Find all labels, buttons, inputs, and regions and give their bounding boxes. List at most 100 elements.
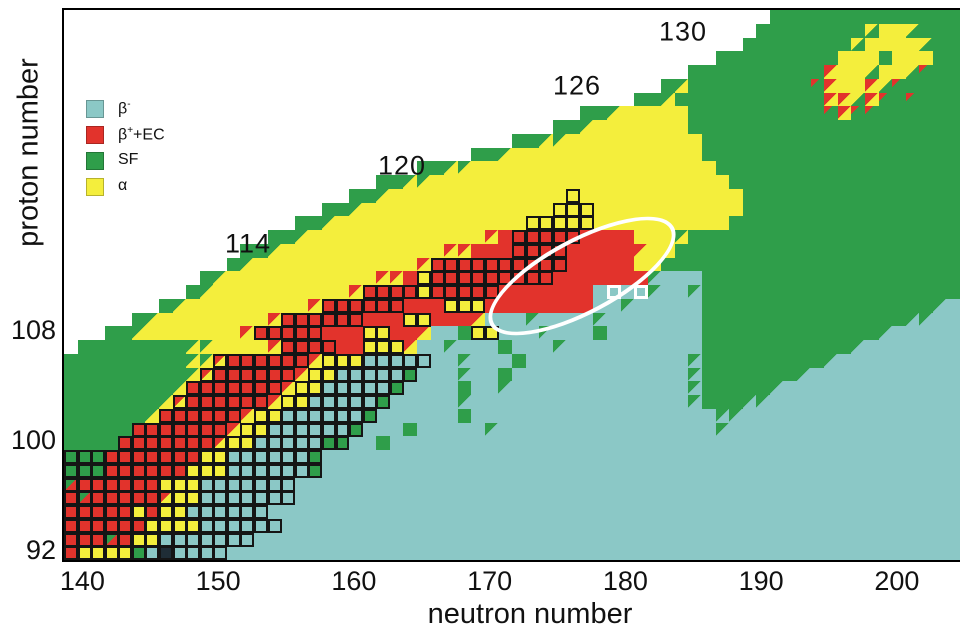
nuclide-cell — [186, 340, 201, 355]
nuclide-cell — [240, 491, 255, 506]
nuclide-cell — [199, 477, 214, 492]
nuclide-cell — [131, 422, 146, 437]
nuclide-cell-run — [403, 298, 445, 313]
legend-swatch-icon — [86, 126, 104, 144]
nuclide-cell — [186, 546, 201, 561]
nuclide-cell-run — [498, 367, 513, 382]
nuclide-cell — [471, 257, 486, 272]
nuclide-cell-run — [416, 367, 459, 382]
nuclide-cell — [430, 285, 445, 300]
nuclide-cell — [186, 463, 201, 478]
nuclide-cell — [321, 381, 336, 396]
y-tick-label: 92 — [25, 535, 56, 566]
nuclide-cell-run — [742, 202, 960, 217]
nuclide-cell — [131, 477, 146, 492]
nuclide-cell — [525, 257, 540, 272]
nuclide-cell — [797, 367, 812, 382]
nuclide-cell — [199, 367, 214, 382]
nuclide-cell — [416, 175, 431, 190]
nuclide-cell — [64, 463, 78, 478]
nuclide-cell — [851, 340, 866, 355]
nuclide-cell-run — [566, 133, 703, 148]
nuclide-cell — [539, 216, 554, 231]
nuclide-cell-run — [525, 353, 689, 368]
nuclide-cell-run — [661, 285, 689, 300]
nuclide-cell — [335, 436, 350, 451]
nuclide-cell — [91, 477, 106, 492]
nuclide-cell — [471, 298, 486, 313]
nuclide-cell — [403, 367, 418, 382]
nuclide-cell — [607, 285, 621, 300]
nuclide-cell-run — [321, 463, 960, 478]
nuclide-cell — [254, 367, 269, 382]
shell-label-120: 120 — [377, 150, 427, 181]
nuclide-cell — [240, 450, 255, 465]
nuclide-cell-run — [416, 161, 445, 176]
nuclide-cell — [294, 367, 309, 382]
nuclide-cell — [118, 518, 133, 533]
nuclide-cell — [145, 477, 160, 492]
nuclide-cell — [199, 532, 214, 547]
nuclide-cell — [837, 106, 852, 121]
nuclide-cell — [824, 65, 839, 80]
nuclide-cell — [579, 202, 594, 217]
nuclide-cell — [267, 243, 282, 258]
nuclide-cell — [172, 491, 187, 506]
nuclide-cell-run — [145, 326, 241, 341]
y-axis-title: proton number — [12, 58, 45, 247]
nuclide-cell — [186, 491, 201, 506]
nuclide-cell — [104, 491, 119, 506]
nuclide-cell — [308, 353, 323, 368]
nuclide-cell — [905, 92, 920, 107]
nuclide-cell — [294, 463, 309, 478]
nuclide-cell — [240, 422, 255, 437]
nuclide-cell — [118, 532, 133, 547]
nuclide-cell — [525, 216, 540, 231]
nuclide-cell — [294, 436, 309, 451]
nuclide-cell — [145, 422, 160, 437]
nuclide-cell — [226, 477, 241, 492]
nuclide-cell — [159, 505, 173, 520]
nuclide-cell-run — [552, 326, 594, 341]
nuclide-cell — [498, 257, 513, 272]
nuclide-cell — [308, 450, 323, 465]
nuclide-cell — [403, 353, 418, 368]
nuclide-cell — [349, 422, 364, 437]
nuclide-cell — [444, 340, 459, 355]
nuclide-cell — [267, 340, 282, 355]
nuclide-cell — [552, 216, 567, 231]
nuclide-cell — [484, 422, 499, 437]
nuclide-cell — [240, 395, 255, 410]
nuclide-cell — [457, 257, 472, 272]
nuclide-cell — [91, 532, 106, 547]
nuclide-cell — [240, 353, 255, 368]
nuclide-cell-run — [702, 395, 744, 410]
nuclide-cell — [240, 436, 255, 451]
nuclide-cell-run — [321, 326, 364, 341]
nuclide-cell — [769, 381, 784, 396]
nuclide-cell — [186, 450, 201, 465]
nuclide-cell-run — [416, 340, 445, 355]
nuclide-cell — [199, 422, 214, 437]
nuclide-cell — [715, 408, 730, 423]
nuclide-cell-run — [756, 23, 866, 38]
nuclide-cell — [186, 367, 201, 382]
nuclide-cell — [294, 230, 309, 245]
nuclide-cell — [213, 463, 228, 478]
nuclide-cell — [349, 367, 364, 382]
nuclide-cell — [335, 381, 350, 396]
nuclide-cell — [444, 285, 459, 300]
nuclide-cell — [349, 285, 364, 300]
nuclide-cell-run — [349, 436, 377, 451]
nuclide-cell — [539, 257, 554, 272]
nuclide-cell-run — [64, 436, 119, 451]
nuclide-cell-run — [471, 367, 499, 382]
nuclide-cell — [294, 395, 309, 410]
nuclide-cell — [199, 381, 214, 396]
nuclide-cell — [281, 450, 296, 465]
nuclide-cell — [240, 505, 255, 520]
nuclide-cell — [254, 326, 269, 341]
nuclide-cell — [308, 395, 323, 410]
nuclide-cell — [267, 408, 282, 423]
